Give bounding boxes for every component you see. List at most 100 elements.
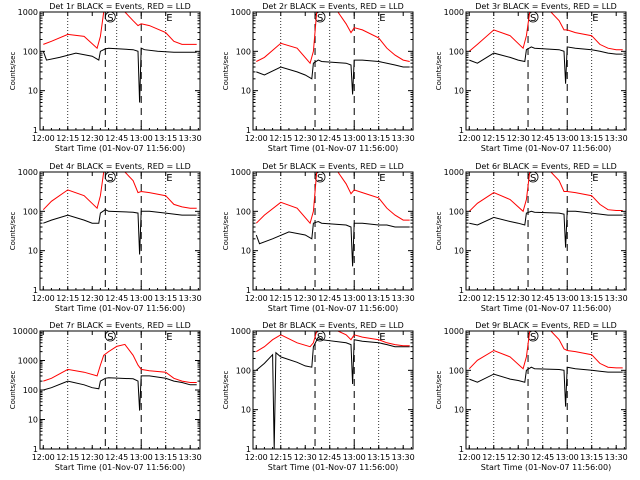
- plot-frame: [39, 11, 201, 131]
- end-marker-label: E: [166, 13, 172, 24]
- x-tick-label: 13:30: [392, 453, 415, 462]
- x-tick-label: 12:30: [81, 134, 104, 143]
- x-tick-label: 12:00: [458, 134, 481, 143]
- x-axis-label: Start Time (01-Nov-07 11:56:00): [268, 144, 398, 153]
- y-tick-label: 100: [236, 47, 251, 56]
- x-tick-label: 12:45: [105, 294, 128, 303]
- y-tick-label: 10000: [13, 327, 38, 336]
- y-axis-label: Counts/sec: [9, 371, 17, 410]
- x-tick-label: 13:30: [392, 134, 415, 143]
- x-tick-label: 12:00: [245, 134, 268, 143]
- x-tick-label: 13:15: [154, 453, 177, 462]
- x-tick-label: 12:00: [32, 294, 55, 303]
- series-line: [255, 220, 410, 267]
- start-marker-label: S: [317, 13, 323, 24]
- start-marker-label: S: [317, 332, 323, 343]
- series-line: [255, 336, 410, 449]
- y-tick-label: 1000: [444, 327, 464, 336]
- y-tick-label: 10: [28, 416, 38, 425]
- end-marker-label: E: [166, 332, 172, 343]
- x-tick-label: 13:30: [179, 453, 202, 462]
- y-tick-label: 10: [454, 87, 464, 96]
- plot-frame: [39, 171, 201, 291]
- series-line: [43, 375, 197, 411]
- x-tick-label: 12:00: [458, 294, 481, 303]
- y-tick-label: 10: [454, 406, 464, 415]
- y-tick-label: 1: [33, 445, 38, 454]
- x-tick-label: 13:00: [556, 134, 579, 143]
- x-tick-label: 12:45: [318, 294, 341, 303]
- x-axis-label: Start Time (01-Nov-07 11:56:00): [268, 463, 398, 472]
- end-marker-label: E: [166, 173, 172, 184]
- series-line: [42, 172, 197, 211]
- series-line: [468, 331, 623, 370]
- x-tick-label: 13:00: [130, 134, 153, 143]
- end-marker-label: E: [379, 13, 385, 24]
- y-tick-label: 10: [241, 247, 251, 256]
- x-tick-label: 12:15: [482, 294, 505, 303]
- x-tick-label: 13:00: [130, 294, 153, 303]
- chart-title: Det 5r BLACK = Events, RED = LLD: [262, 162, 404, 171]
- end-marker-label: E: [592, 13, 598, 24]
- x-tick-label: 13:00: [343, 294, 366, 303]
- plot-frame: [39, 330, 201, 450]
- series-line: [43, 209, 197, 255]
- x-tick-label: 12:45: [531, 453, 554, 462]
- plot-frame: [465, 11, 627, 131]
- series-line: [42, 47, 197, 103]
- start-marker-label: S: [107, 332, 113, 343]
- y-tick-label: 10: [454, 247, 464, 256]
- plot-frame: [252, 330, 414, 450]
- x-axis-label: Start Time (01-Nov-07 11:56:00): [481, 144, 611, 153]
- y-axis-label: Counts/sec: [435, 212, 443, 251]
- y-tick-label: 100: [449, 207, 464, 216]
- y-tick-label: 100: [236, 207, 251, 216]
- x-tick-label: 12:30: [507, 453, 530, 462]
- x-tick-label: 13:30: [392, 294, 415, 303]
- y-tick-label: 1000: [444, 168, 464, 177]
- x-tick-label: 12:30: [294, 134, 317, 143]
- y-tick-label: 100: [449, 47, 464, 56]
- y-axis-label: Counts/sec: [9, 52, 17, 91]
- x-tick-label: 12:15: [269, 453, 292, 462]
- plot-frame: [465, 330, 627, 450]
- x-tick-label: 12:30: [294, 453, 317, 462]
- plot-frame: [252, 11, 414, 131]
- start-marker-label: S: [530, 173, 536, 184]
- y-tick-label: 1: [459, 126, 464, 135]
- y-tick-label: 10: [28, 87, 38, 96]
- x-tick-label: 13:00: [556, 453, 579, 462]
- y-tick-label: 1: [246, 286, 251, 295]
- x-axis-label: Start Time (01-Nov-07 11:56:00): [55, 304, 185, 313]
- x-tick-label: 13:00: [343, 453, 366, 462]
- x-tick-label: 12:45: [105, 134, 128, 143]
- x-tick-label: 12:15: [269, 134, 292, 143]
- x-tick-label: 13:15: [154, 134, 177, 143]
- x-tick-label: 12:15: [269, 294, 292, 303]
- chart-title: Det 9r BLACK = Events, RED = LLD: [475, 321, 617, 330]
- x-tick-label: 12:00: [32, 453, 55, 462]
- y-tick-label: 100: [23, 386, 38, 395]
- x-tick-label: 13:15: [367, 134, 390, 143]
- x-tick-label: 12:45: [105, 453, 128, 462]
- x-tick-label: 13:30: [605, 134, 628, 143]
- x-tick-label: 13:15: [154, 294, 177, 303]
- series-line: [468, 12, 623, 52]
- x-tick-label: 13:30: [605, 453, 628, 462]
- x-axis-label: Start Time (01-Nov-07 11:56:00): [55, 463, 185, 472]
- y-axis-label: Counts/sec: [222, 371, 230, 410]
- series-line: [468, 172, 623, 213]
- y-tick-label: 10: [241, 87, 251, 96]
- start-marker-label: S: [107, 173, 113, 184]
- plot-frame: [252, 171, 414, 291]
- series-line: [256, 59, 410, 95]
- x-tick-label: 12:15: [482, 134, 505, 143]
- y-tick-label: 1000: [444, 8, 464, 17]
